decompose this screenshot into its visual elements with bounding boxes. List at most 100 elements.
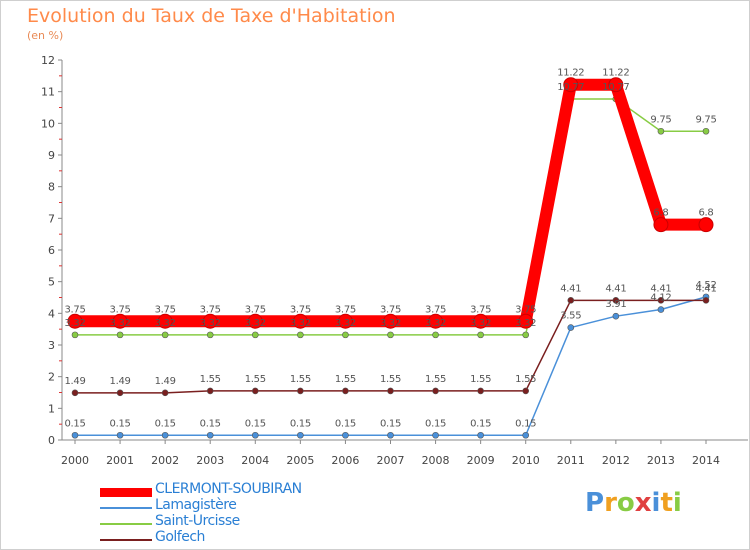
logo-letter: i [672, 488, 682, 518]
data-label: 3.75 [290, 304, 311, 315]
legend-swatch [100, 539, 152, 541]
data-point [477, 387, 484, 395]
x-tick-label: 2003 [196, 454, 224, 467]
data-point [116, 389, 124, 397]
logo-letter: P [585, 488, 605, 518]
data-label: 9.75 [695, 114, 716, 125]
data-point [432, 431, 439, 439]
x-tick-label: 2002 [151, 454, 179, 467]
data-label: 3.55 [560, 311, 581, 322]
data-label: 0.15 [515, 418, 536, 429]
x-tick-label: 2009 [467, 454, 495, 467]
chart-subtitle: (en %) [27, 29, 64, 42]
data-label: 3.32 [110, 318, 131, 329]
data-point [522, 431, 530, 439]
data-point [432, 331, 439, 339]
data-label: 3.32 [155, 318, 176, 329]
data-label: 3.75 [245, 304, 266, 315]
data-label: 3.32 [380, 318, 401, 329]
data-point [698, 217, 714, 233]
legend-swatch [100, 523, 152, 525]
data-label: 1.55 [425, 374, 446, 385]
data-point [522, 331, 530, 339]
data-point [251, 431, 259, 439]
y-tick-label: 6 [48, 244, 55, 257]
data-label: 1.49 [110, 376, 131, 387]
legend-swatch [100, 507, 152, 509]
data-point [157, 313, 173, 329]
data-label: 1.55 [380, 374, 401, 385]
data-point [657, 306, 665, 313]
data-label: 11.22 [602, 68, 629, 79]
data-label: 4.52 [695, 280, 716, 291]
data-label: 3.75 [155, 304, 176, 315]
data-label: 0.15 [245, 418, 266, 429]
data-label: 3.75 [110, 304, 131, 315]
y-tick-label: 5 [48, 276, 55, 289]
y-tick-label: 8 [48, 181, 55, 194]
data-point [387, 331, 394, 339]
data-label: 4.12 [650, 293, 671, 304]
data-label: 3.32 [64, 318, 85, 329]
data-point [518, 313, 534, 329]
x-tick-label: 2001 [106, 454, 134, 467]
data-label: 0.15 [335, 418, 356, 429]
legend-label: CLERMONT-SOUBIRAN [155, 481, 302, 497]
x-tick-label: 2000 [61, 454, 89, 467]
x-tick-label: 2006 [331, 454, 359, 467]
data-label: 0.15 [200, 418, 221, 429]
data-point [342, 331, 349, 339]
y-tick-label: 11 [41, 86, 55, 99]
data-label: 0.15 [155, 418, 176, 429]
data-label: 3.75 [64, 304, 85, 315]
data-point [522, 387, 530, 395]
data-label: 3.32 [335, 318, 356, 329]
data-label: 1.55 [245, 374, 266, 385]
data-point [71, 431, 79, 439]
data-point [653, 217, 669, 233]
data-point [71, 389, 79, 397]
y-tick-label: 12 [41, 54, 55, 67]
data-label: 4.41 [650, 283, 671, 294]
data-label: 3.32 [200, 318, 221, 329]
data-label: 3.75 [335, 304, 356, 315]
y-tick-label: 4 [48, 307, 55, 320]
data-point [206, 431, 214, 439]
data-label: 0.15 [425, 418, 446, 429]
data-point [116, 331, 124, 339]
data-point [563, 77, 579, 93]
data-point [383, 313, 398, 329]
data-point [337, 313, 353, 329]
data-point [608, 77, 624, 93]
data-point [477, 331, 484, 339]
data-point [67, 313, 83, 329]
legend-label: Saint-Urcisse [155, 513, 240, 529]
data-label: 1.55 [290, 374, 311, 385]
data-point [702, 127, 710, 135]
data-point [428, 313, 444, 329]
data-point [702, 297, 710, 304]
logo-letter: o [616, 488, 635, 518]
data-point [342, 387, 349, 395]
data-point [297, 431, 304, 439]
data-point [612, 312, 620, 320]
data-label: 9.75 [650, 114, 671, 125]
x-tick-label: 2012 [602, 454, 630, 467]
data-point [251, 387, 259, 395]
y-tick-label: 3 [48, 339, 55, 352]
data-point [247, 313, 263, 329]
data-label: 3.32 [425, 318, 446, 329]
logo-letter: x [634, 488, 652, 518]
proxiti-logo: Proxiti [585, 488, 682, 518]
data-label: 3.75 [425, 304, 446, 315]
data-label: 3.75 [470, 304, 491, 315]
data-label: 0.15 [470, 418, 491, 429]
x-tick-label: 2005 [286, 454, 314, 467]
y-tick-label: 2 [48, 371, 55, 384]
data-label: 1.49 [155, 376, 176, 387]
data-label: 11.22 [557, 68, 584, 79]
data-point [387, 431, 394, 439]
x-tick-label: 2014 [692, 454, 720, 467]
